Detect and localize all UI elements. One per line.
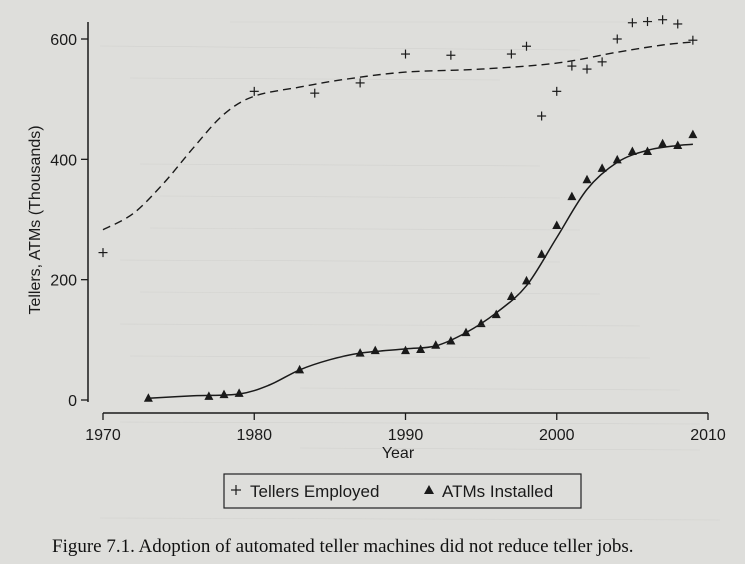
tellers-trend-line	[102, 41, 693, 231]
tellers-point	[310, 88, 320, 98]
axes	[87, 22, 708, 414]
atms-point	[506, 291, 516, 301]
y-tick-label: 400	[50, 152, 77, 169]
tellers-point	[506, 49, 516, 59]
atms-point	[204, 391, 214, 400]
legend-label-atms: ATMs Installed	[442, 482, 553, 501]
y-tick-label: 600	[50, 32, 77, 49]
x-tick-label: 2010	[690, 427, 726, 444]
tellers-point	[567, 61, 577, 71]
y-axis-title: Tellers, ATMs (Thousands)	[27, 125, 44, 314]
y-tick-label: 200	[50, 273, 77, 290]
atms-point	[431, 340, 441, 349]
y-tick-label: 0	[68, 393, 77, 410]
atms-point	[552, 220, 562, 230]
tellers-point	[537, 111, 547, 121]
tellers-point	[522, 41, 531, 51]
legend: Tellers Employed ATMs Installed	[223, 473, 582, 509]
x-tick-label: 1980	[236, 427, 272, 444]
x-axis-title: Year	[382, 445, 415, 462]
atms-point	[295, 364, 305, 374]
atms-point	[673, 140, 683, 149]
atms-point	[537, 249, 547, 258]
atms-point	[522, 275, 531, 285]
tellers-point	[643, 17, 652, 27]
tellers-point	[355, 78, 365, 88]
x-tick-label: 1990	[388, 427, 424, 444]
tellers-point	[612, 34, 622, 44]
tellers-point	[597, 57, 607, 67]
atms-point	[370, 345, 380, 355]
tellers-point	[688, 35, 698, 45]
tellers-point	[658, 15, 668, 25]
tellers-point	[627, 18, 637, 28]
atms-point	[612, 154, 622, 164]
atms-point	[355, 348, 365, 357]
atms-point	[234, 388, 244, 397]
atms-point	[658, 138, 668, 148]
tellers-point	[582, 64, 592, 74]
tellers-point	[552, 86, 562, 96]
ticks: 1970 1980 1990 2000 2010 0 200 400 600	[50, 32, 726, 444]
legend-plus-icon	[231, 485, 241, 495]
tellers-point	[401, 49, 410, 59]
atms-point	[401, 345, 410, 355]
atms-point	[688, 129, 698, 139]
atms-point	[476, 318, 486, 328]
trend-lines	[102, 41, 693, 399]
legend-label-tellers: Tellers Employed	[250, 482, 379, 501]
tellers-point	[673, 19, 683, 29]
atms-point	[416, 344, 426, 353]
atms-point	[643, 146, 652, 156]
atms-point	[582, 174, 592, 184]
tellers-point	[249, 86, 259, 96]
atms-point	[446, 336, 456, 345]
tellers-point	[98, 248, 108, 258]
legend-box	[223, 473, 582, 509]
atms-point	[143, 393, 153, 402]
tellers-point	[446, 50, 456, 60]
figure-caption: Figure 7.1. Adoption of automated teller…	[52, 536, 634, 557]
atms-point	[627, 146, 637, 156]
atms-point	[461, 327, 471, 337]
data-points	[98, 15, 698, 402]
legend-triangle-icon	[424, 485, 434, 494]
atms-trend-line	[148, 143, 693, 399]
atms-point	[597, 163, 607, 172]
x-tick-label: 2000	[539, 427, 575, 444]
atms-point	[491, 309, 501, 319]
atms-point	[219, 389, 229, 399]
x-tick-label: 1970	[85, 427, 121, 444]
atms-point	[567, 191, 577, 201]
